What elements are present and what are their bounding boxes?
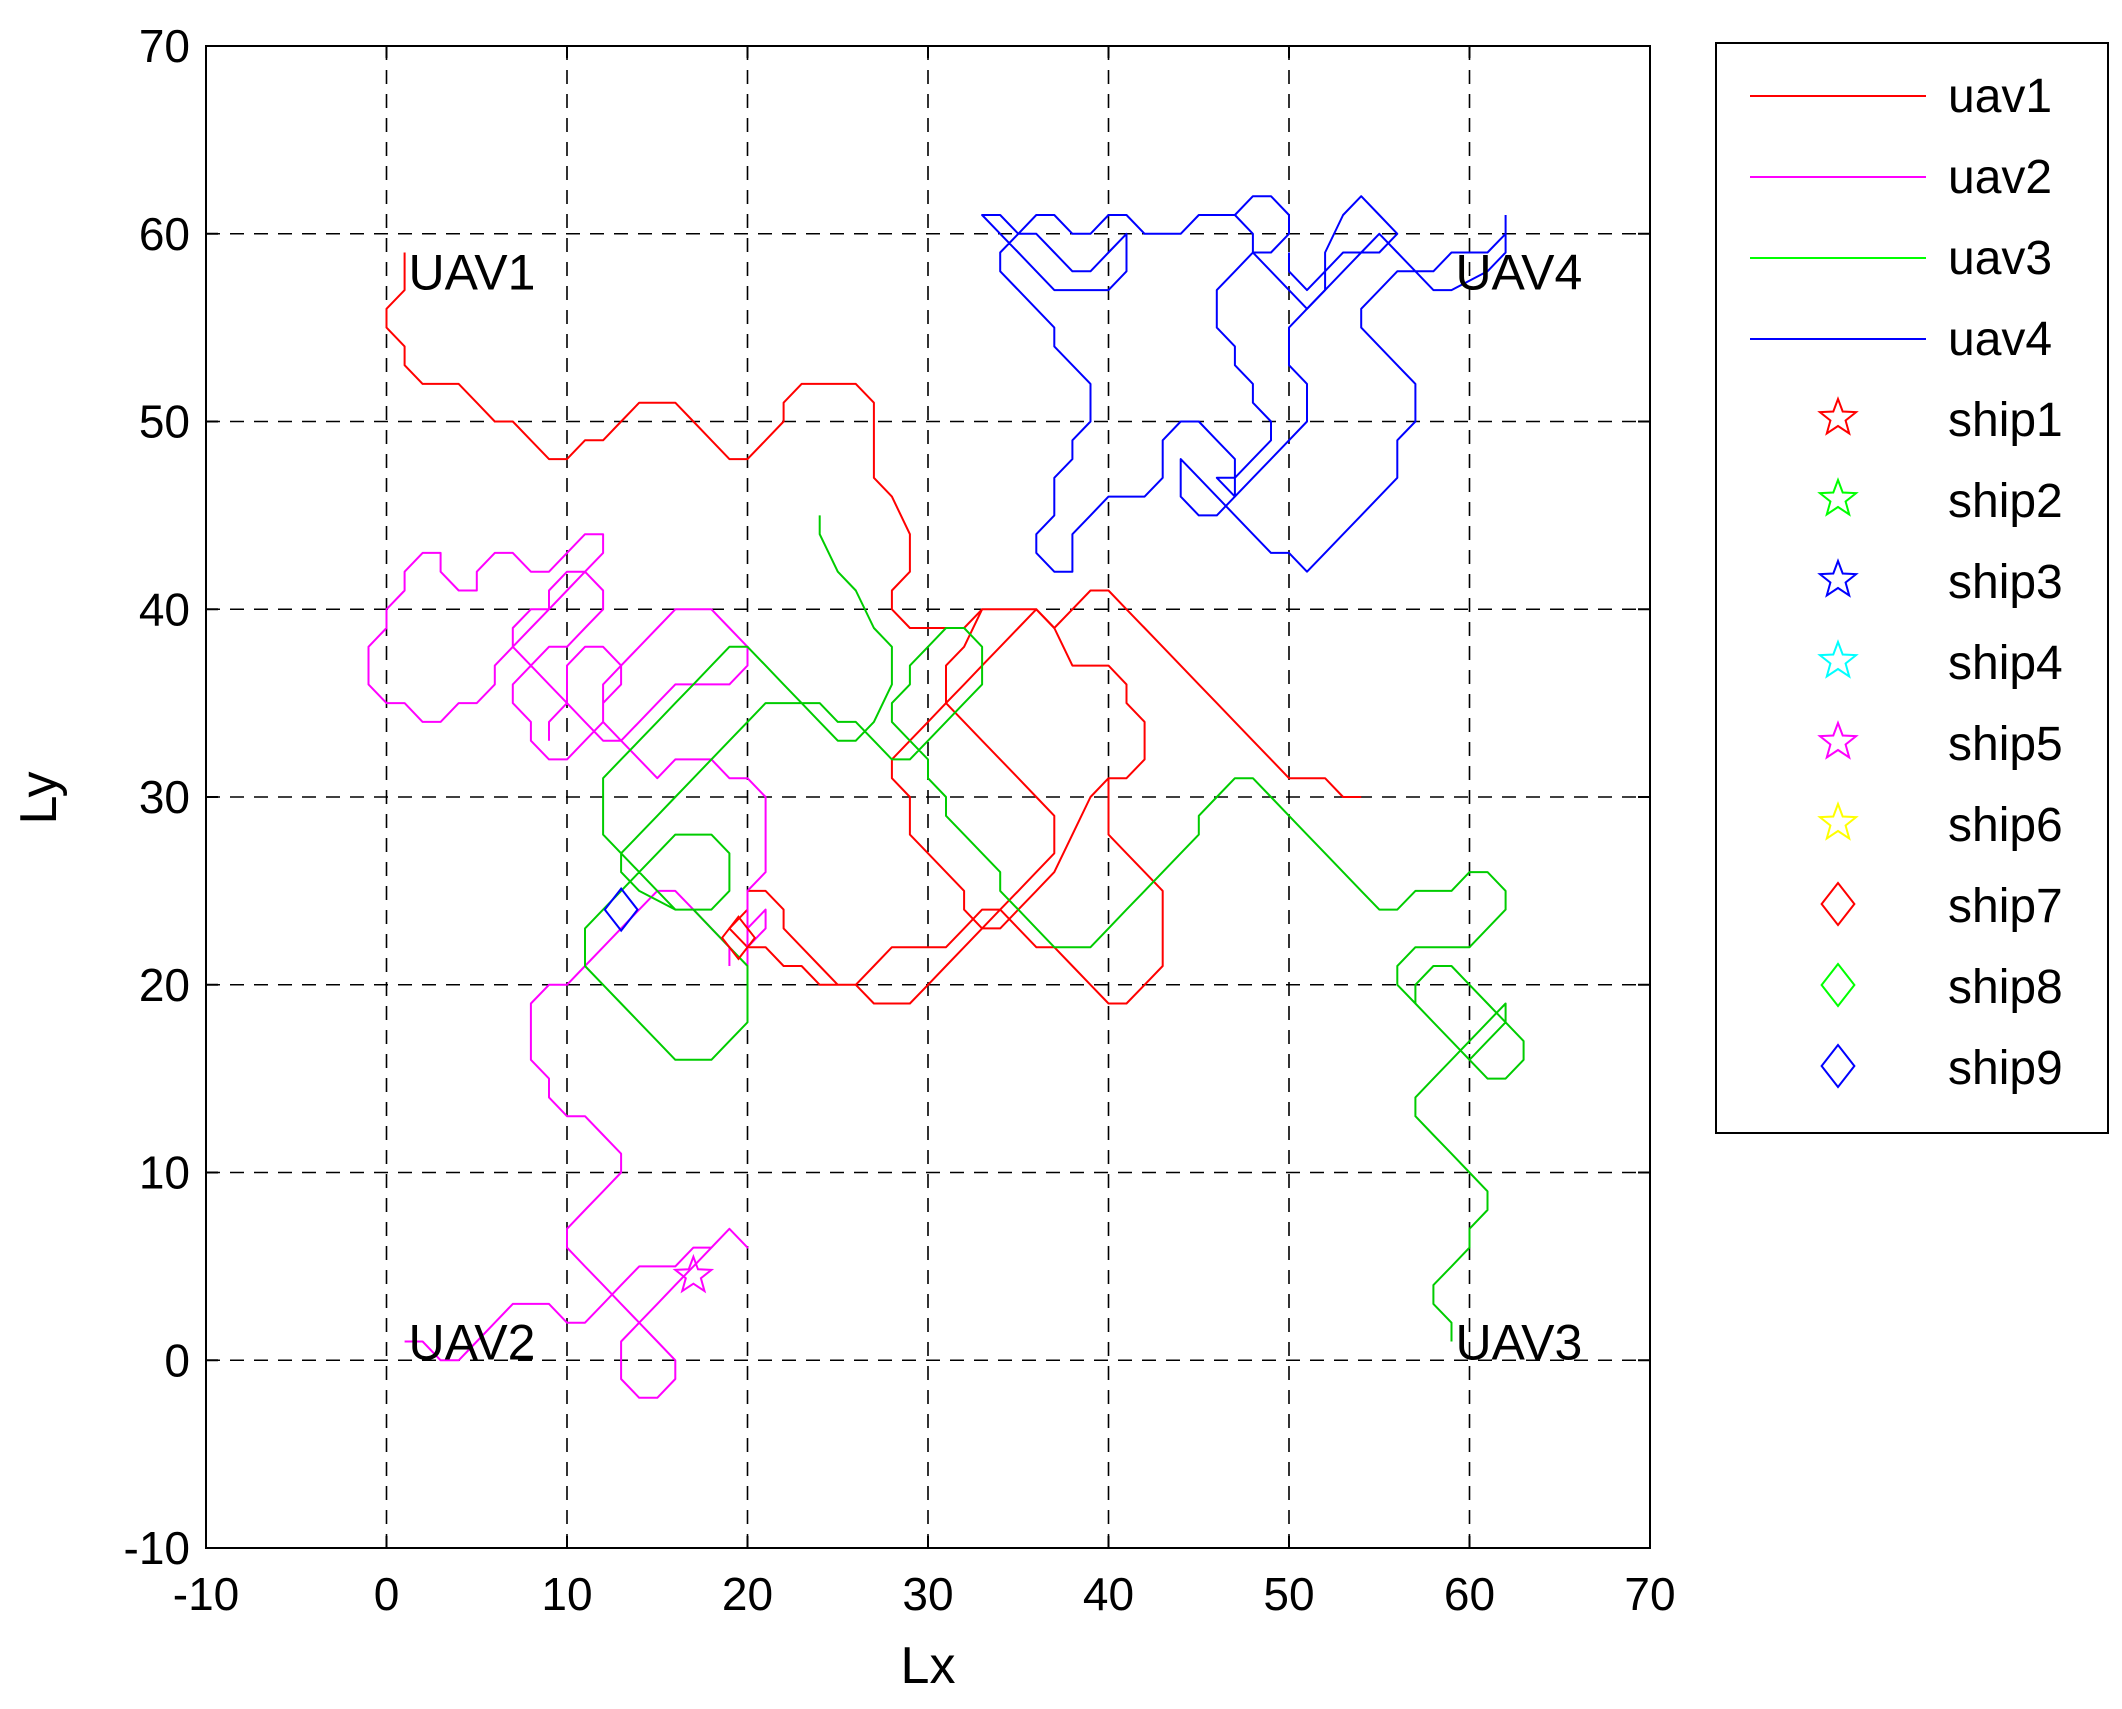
x-tick-label: 50 [1263,1568,1314,1620]
legend-box [1715,42,2109,1134]
x-tick-label: 0 [374,1568,400,1620]
legend-label-ship2: ship2 [1948,475,2063,528]
legend-swatch-ship7 [1820,881,1856,927]
y-tick-label: 50 [139,396,190,448]
x-tick-label: 70 [1624,1568,1675,1620]
legend-label-uav3: uav3 [1948,232,2052,285]
x-tick-label: -10 [173,1568,239,1620]
series-layer [367,195,1525,1399]
x-tick-label: 60 [1444,1568,1495,1620]
marker-ship9 [603,887,639,933]
x-axis-label: Lx [901,1637,956,1695]
marker-ship5 [672,1253,715,1294]
y-tick-label: 20 [139,959,190,1011]
legend: uav1 uav2 uav3 uav4 ship1 ship2 ship3 ship4 ship… [1715,42,2109,1134]
marker-ship7 [720,915,757,961]
y-tick-label: 10 [139,1147,190,1199]
annotation-uav2: UAV2 [409,1314,536,1370]
legend-swatch-ship3 [1817,558,1859,598]
legend-label-ship5: ship5 [1948,718,2063,771]
x-tick-label: 40 [1083,1568,1134,1620]
legend-swatch-ship2 [1817,477,1859,517]
x-tick-label: 30 [902,1568,953,1620]
series-uav2-loops [367,533,767,966]
annotations: UAV1 UAV2 UAV3 UAV4 [409,244,1583,1370]
legend-label-ship1: ship1 [1948,394,2063,447]
legend-label-ship4: ship4 [1948,637,2063,690]
y-tick-label: 60 [139,208,190,260]
x-tick-label: 10 [541,1568,592,1620]
annotation-uav4: UAV4 [1455,244,1582,300]
legend-label-uav2: uav2 [1948,151,2052,204]
series-uav1 [385,252,1362,798]
legend-swatch-ship5 [1817,720,1859,760]
series-uav2 [404,889,749,1399]
y-axis-label: Ly [10,772,68,825]
legend-label-ship3: ship3 [1948,556,2063,609]
ship-markers [603,887,757,1294]
legend-label-uav4: uav4 [1948,313,2052,366]
series-uav4 [981,214,1507,573]
legend-label-ship9: ship9 [1948,1042,2063,1095]
legend-swatch-ship6 [1817,801,1859,841]
legend-label-ship8: ship8 [1948,961,2063,1014]
legend-swatch-ship9 [1820,1043,1856,1089]
y-tick-label: 30 [139,771,190,823]
annotation-uav3: UAV3 [1455,1314,1582,1370]
legend-label-ship6: ship6 [1948,799,2063,852]
annotation-uav1: UAV1 [409,244,536,300]
axis-ticks: -10 0 10 20 30 40 50 60 70 -10 0 10 20 30 40 50 60 70 [124,20,1676,1620]
legend-label-uav1: uav1 [1948,70,2052,123]
legend-swatch-ship4 [1817,639,1859,679]
series-uav1-loop [890,608,1146,930]
y-tick-label: 70 [139,20,190,72]
legend-swatch-ship1 [1817,396,1859,436]
y-tick-label: 0 [164,1334,190,1386]
x-tick-label: 20 [722,1568,773,1620]
series-uav3 [584,515,1525,1342]
legend-label-ship7: ship7 [1948,880,2063,933]
legend-swatch-ship8 [1820,962,1856,1008]
series-uav4-top [1234,195,1399,310]
y-tick-label: 40 [139,583,190,635]
y-tick-label: -10 [124,1522,190,1574]
